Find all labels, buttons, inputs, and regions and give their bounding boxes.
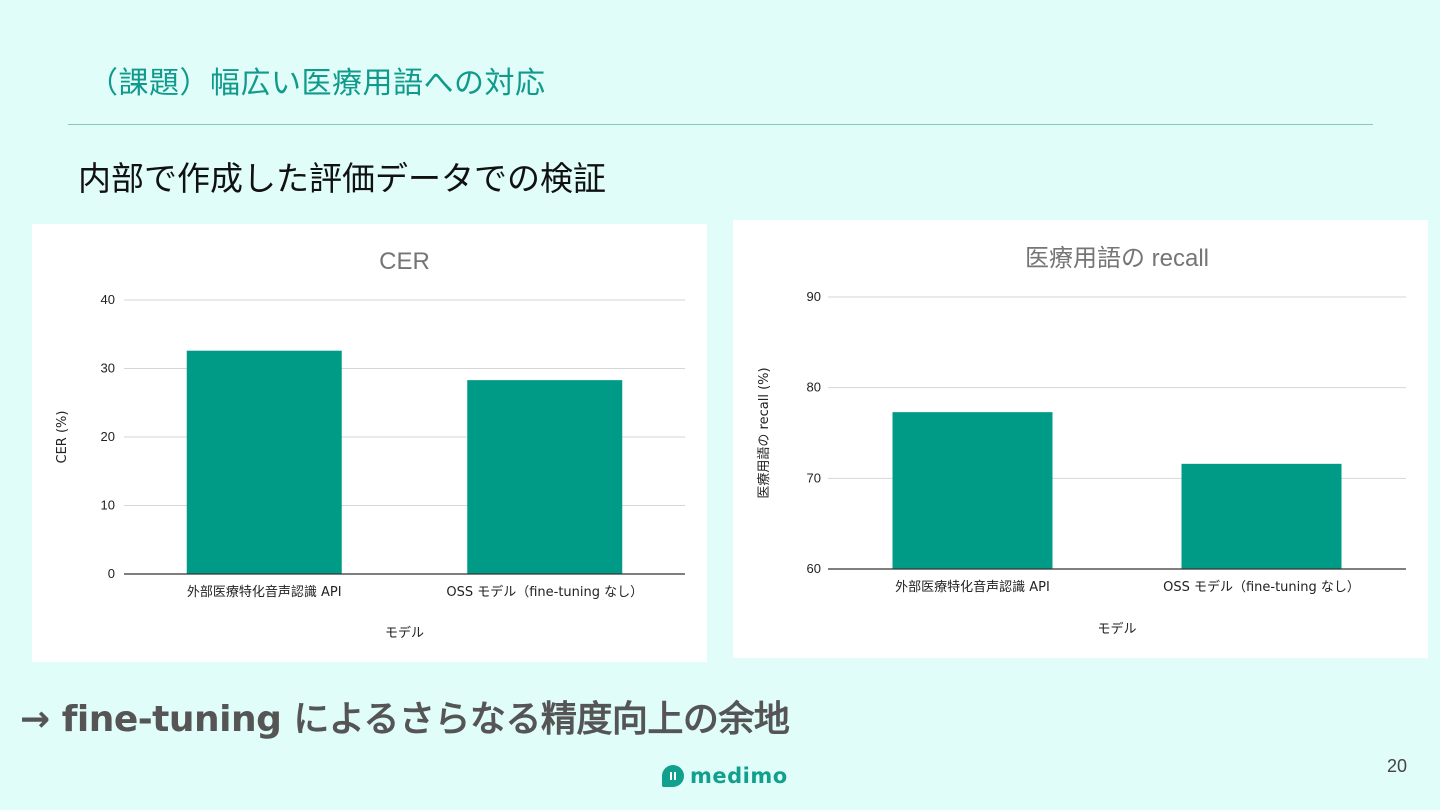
medimo-logo: medimo	[662, 762, 788, 790]
x-axis-title: モデル	[385, 625, 424, 641]
x-category-label: OSS モデル（fine-tuning なし）	[1163, 579, 1360, 595]
title-divider	[68, 124, 1373, 125]
bar	[467, 380, 623, 574]
y-tick-label: 0	[108, 566, 115, 581]
y-axis-title: 医療用語の recall (%)	[756, 367, 772, 498]
logo-text: medimo	[690, 764, 788, 788]
cer-chart-card: CER 0 10 20 30 40 外部医療特化音声認識 API OSS モデル（fine-t…	[32, 224, 707, 662]
x-category-label: 外部医療特化音声認識 API	[895, 579, 1050, 595]
chart-title: CER	[379, 248, 430, 275]
bar	[186, 350, 342, 574]
x-category-label: 外部医療特化音声認識 API	[187, 584, 342, 600]
y-tick-label: 70	[807, 470, 821, 485]
slide-subtitle: 内部で作成した評価データでの検証	[78, 159, 606, 198]
y-tick-label: 60	[807, 561, 821, 576]
chart-title: 医療用語の recall	[1025, 245, 1209, 272]
cer-chart: CER 0 10 20 30 40 外部医療特化音声認識 API OSS モデル（fine-t…	[55, 248, 685, 641]
recall-chart-card: 医療用語の recall 60 70 80 90 外部医療特化音声認識 API OSS モデ…	[733, 220, 1428, 658]
x-category-label: OSS モデル（fine-tuning なし）	[446, 584, 643, 600]
y-axis-title: CER (%)	[55, 411, 70, 464]
slide-title: （課題）幅広い医療用語への対応	[88, 66, 546, 101]
y-tick-label: 10	[101, 498, 115, 513]
y-tick-label: 20	[101, 429, 115, 444]
y-tick-label: 90	[807, 289, 821, 304]
page-number: 20	[1386, 756, 1407, 776]
recall-chart: 医療用語の recall 60 70 80 90 外部医療特化音声認識 API OSS モデ…	[756, 245, 1406, 637]
x-axis-title: モデル	[1097, 621, 1136, 637]
y-tick-label: 30	[101, 361, 115, 376]
bar	[1181, 463, 1342, 569]
bar	[892, 412, 1053, 569]
medimo-logo-icon	[662, 765, 684, 787]
conclusion-text: → fine-tuning によるさらなる精度向上の余地	[20, 699, 790, 740]
y-tick-label: 40	[101, 292, 115, 307]
y-tick-label: 80	[807, 380, 821, 395]
